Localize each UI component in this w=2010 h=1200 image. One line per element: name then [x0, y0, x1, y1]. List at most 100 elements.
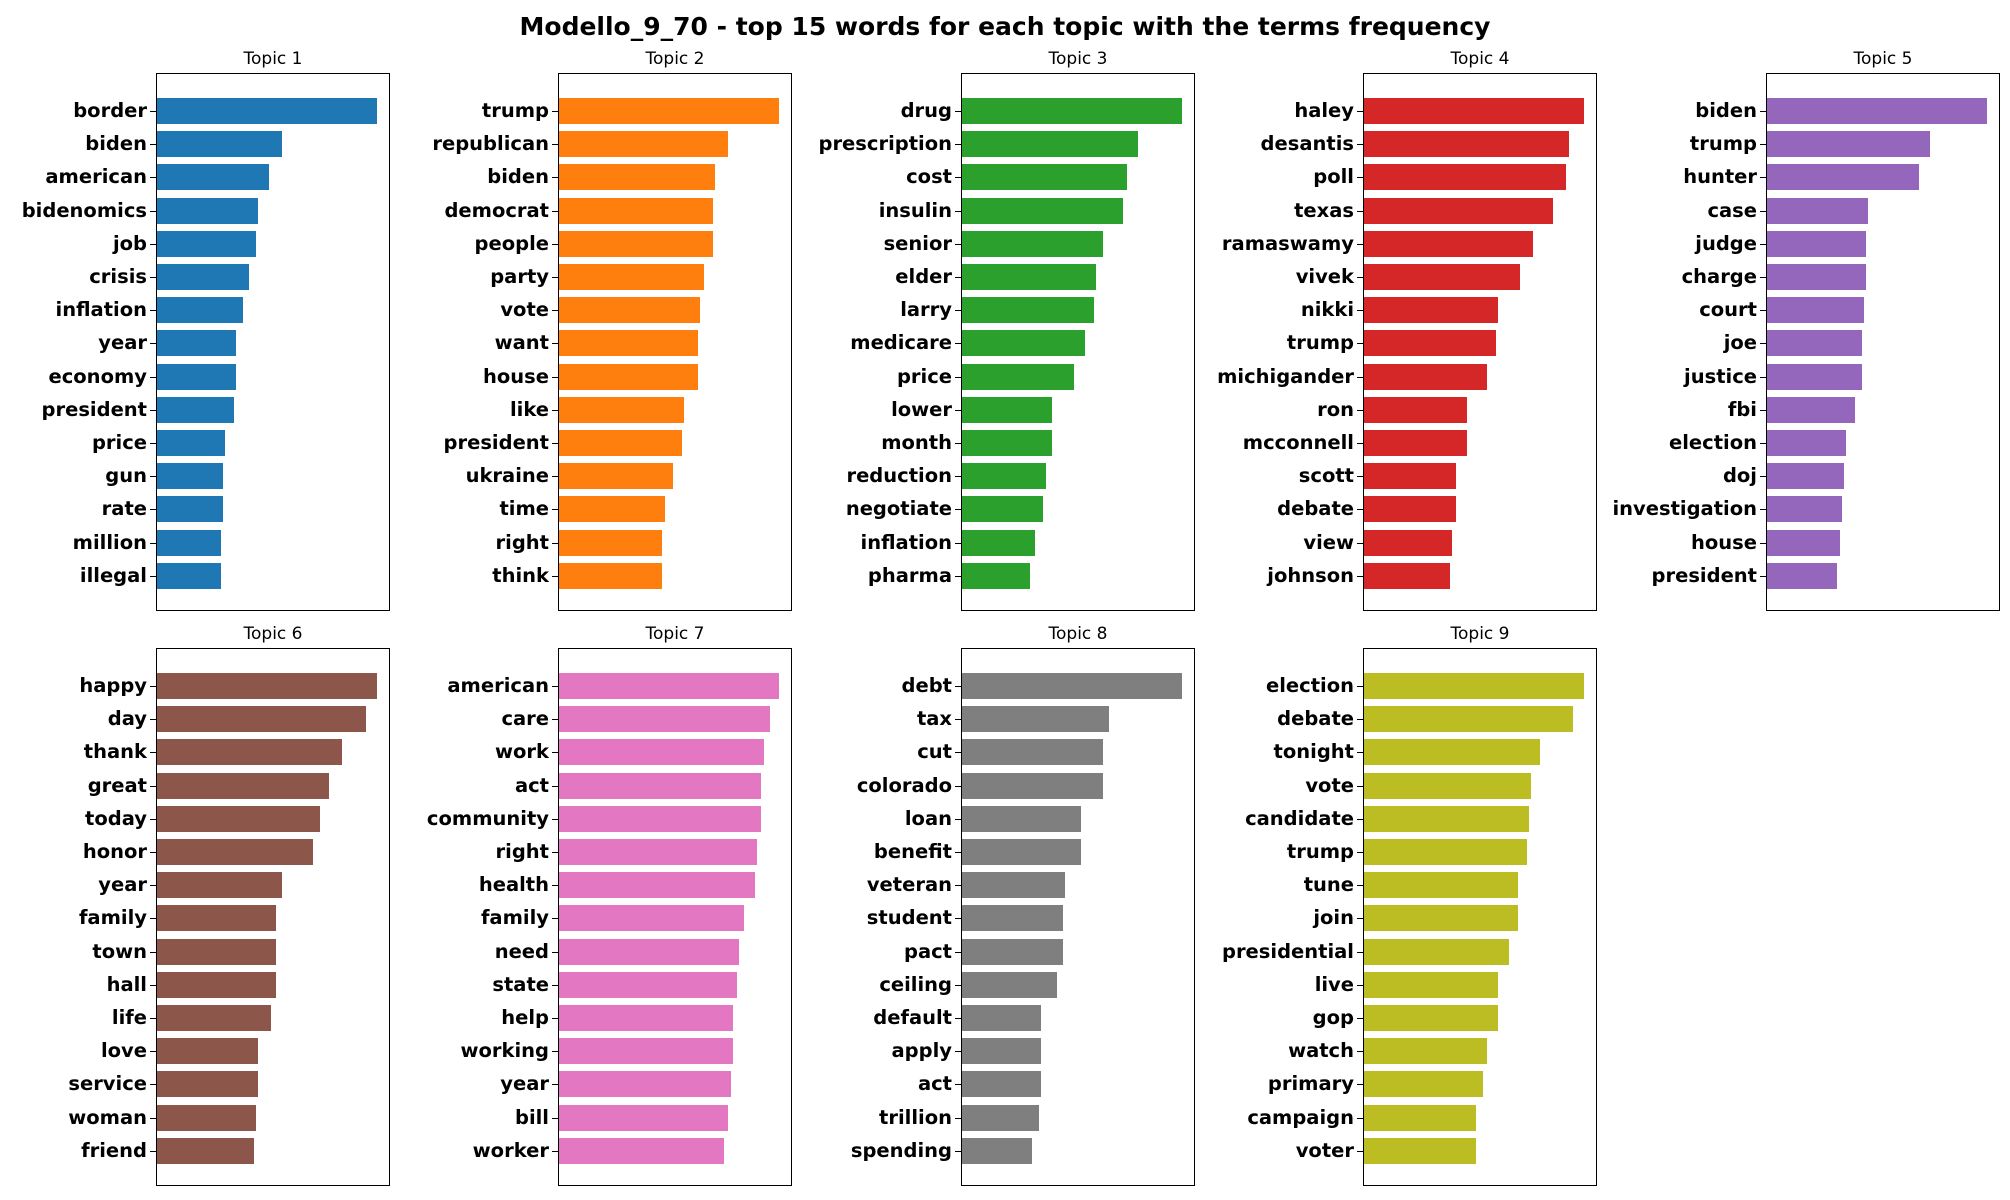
y-tick [955, 885, 961, 887]
y-tick-label: debate [1277, 497, 1354, 521]
bar [1364, 1038, 1488, 1065]
y-tick-label: hunter [1683, 165, 1757, 189]
topic-panel: Topic 1 border biden american bidenomics job c… [22, 49, 390, 611]
bar [157, 938, 276, 965]
bar [1364, 297, 1499, 324]
y-tick-label: health [478, 873, 549, 897]
y-tick [1357, 785, 1363, 787]
y-tick [1760, 409, 1766, 411]
bar [962, 971, 1057, 998]
bar [559, 772, 762, 799]
bar [1364, 938, 1510, 965]
bar [962, 496, 1044, 523]
bar [1767, 363, 1862, 390]
bar [559, 98, 779, 124]
bar [157, 562, 221, 589]
y-tick-label: need [494, 939, 549, 963]
topic-panel: Topic 3 drug prescription cost insulin senior… [818, 49, 1195, 611]
topic-panel: Topic 6 happy day thank great today honor year f… [68, 624, 390, 1186]
y-tick [1760, 144, 1766, 146]
y-tick [150, 951, 156, 953]
y-tick [150, 1084, 156, 1086]
bar [1767, 197, 1869, 224]
y-tick-label: cut [917, 740, 952, 764]
bar [1364, 839, 1527, 865]
y-tick [150, 476, 156, 478]
y-tick-label: tonight [1273, 740, 1354, 764]
y-tick [1357, 210, 1363, 212]
bar [559, 396, 685, 423]
panel-title: Topic 7 [645, 624, 705, 644]
y-tick [552, 752, 558, 754]
bar [157, 496, 223, 523]
bar [962, 430, 1053, 456]
y-tick [1357, 476, 1363, 478]
y-tick-label: elder [895, 265, 952, 288]
y-tick [1760, 443, 1766, 444]
y-tick [552, 885, 558, 887]
bar [962, 772, 1103, 799]
y-tick [552, 343, 558, 345]
y-tick [552, 509, 558, 511]
y-tick-label: debate [1277, 707, 1354, 731]
y-tick-label: economy [48, 364, 148, 388]
panel-title: Topic 6 [243, 624, 303, 644]
bar [559, 1071, 731, 1098]
y-tick [955, 177, 961, 179]
y-tick-label: vote [500, 298, 549, 322]
y-tick [955, 443, 961, 444]
bar [962, 164, 1127, 191]
y-tick-label: crisis [89, 265, 147, 288]
y-tick-label: democrat [444, 198, 549, 222]
y-tick [955, 719, 961, 721]
y-tick [150, 343, 156, 345]
bar [157, 297, 243, 324]
y-tick [955, 542, 961, 544]
y-tick [1357, 443, 1363, 444]
y-tick-label: spending [850, 1138, 952, 1162]
y-tick-label: bill [514, 1105, 549, 1129]
y-tick [552, 852, 558, 853]
y-tick-label: people [474, 231, 549, 255]
bar [1364, 430, 1468, 456]
y-tick [1760, 243, 1766, 245]
bar [157, 905, 276, 932]
bar [559, 938, 740, 965]
y-tick-label: mcconnell [1242, 431, 1354, 454]
y-tick [1760, 542, 1766, 544]
panel-title: Topic 8 [1048, 624, 1108, 644]
bar [1767, 264, 1866, 290]
y-tick-label: investigation [1612, 497, 1757, 521]
y-tick-label: tax [916, 707, 952, 731]
y-tick [955, 951, 961, 953]
y-tick [552, 1018, 558, 1019]
y-tick-label: senior [883, 231, 952, 255]
bar [157, 363, 237, 390]
bar [559, 971, 738, 998]
bar [962, 131, 1138, 158]
y-tick-label: trump [1286, 840, 1354, 863]
y-tick [955, 852, 961, 853]
y-tick-label: cost [906, 165, 952, 189]
bar [962, 839, 1081, 865]
plot-frame [558, 648, 792, 1186]
y-tick [150, 310, 156, 312]
plot-frame [1363, 648, 1597, 1186]
y-tick [552, 409, 558, 411]
y-tick-label: right [495, 840, 549, 863]
bar [559, 1038, 733, 1065]
y-tick [150, 1117, 156, 1119]
y-tick-label: candidate [1245, 806, 1354, 830]
plot-frame [1766, 73, 2000, 611]
y-tick-label: biden [487, 165, 549, 189]
y-tick-label: prescription [818, 132, 952, 156]
y-tick-label: doj [1722, 464, 1757, 488]
y-tick [1357, 1150, 1363, 1152]
y-tick-label: job [112, 231, 147, 255]
y-tick [150, 542, 156, 544]
y-tick-label: care [501, 707, 549, 731]
y-tick-label: american [447, 674, 549, 697]
topic-panel: Topic 4 haley desantis poll texas ramaswamy vi… [1217, 49, 1597, 611]
y-tick [1357, 575, 1363, 577]
y-tick-label: act [917, 1072, 952, 1096]
